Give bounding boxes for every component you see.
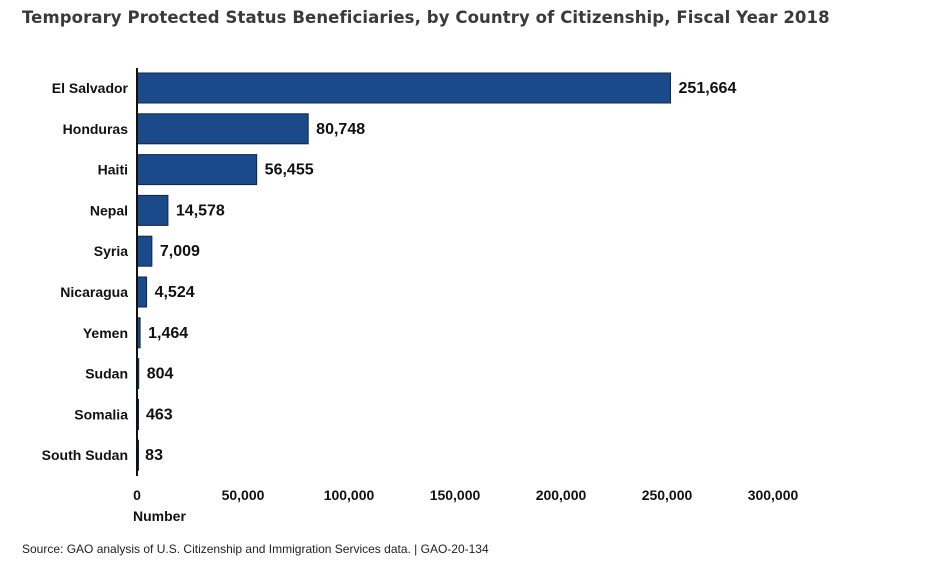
data-label: 83 bbox=[145, 447, 163, 464]
x-tick-label: 50,000 bbox=[222, 487, 265, 503]
category-label: Nepal bbox=[90, 202, 128, 218]
x-tick-label: 0 bbox=[133, 487, 141, 503]
category-label: Somalia bbox=[74, 406, 128, 422]
data-label: 804 bbox=[147, 366, 174, 383]
category-label: Sudan bbox=[85, 366, 128, 382]
data-label: 4,524 bbox=[155, 284, 195, 301]
category-label: South Sudan bbox=[42, 447, 128, 463]
category-label: Honduras bbox=[63, 121, 129, 137]
bar-syria bbox=[136, 235, 153, 267]
x-tick-label: 200,000 bbox=[536, 487, 587, 503]
category-label: Nicaragua bbox=[60, 284, 128, 300]
x-tick-label: 300,000 bbox=[748, 487, 799, 503]
bar-nicaragua bbox=[136, 276, 148, 308]
category-label: El Salvador bbox=[52, 80, 129, 96]
category-label: Syria bbox=[94, 243, 128, 259]
category-label: Yemen bbox=[83, 325, 128, 341]
data-label: 463 bbox=[146, 406, 173, 423]
data-label: 251,664 bbox=[679, 80, 737, 97]
bar-haiti bbox=[136, 154, 258, 186]
source-note: Source: GAO analysis of U.S. Citizenship… bbox=[22, 542, 489, 556]
data-label: 56,455 bbox=[265, 162, 314, 179]
x-tick-label: 150,000 bbox=[430, 487, 481, 503]
x-tick-label: 100,000 bbox=[324, 487, 375, 503]
bar-honduras bbox=[136, 113, 309, 145]
data-label: 14,578 bbox=[176, 202, 225, 219]
data-label: 80,748 bbox=[316, 121, 365, 138]
x-axis-label: Number bbox=[133, 508, 186, 524]
data-label: 1,464 bbox=[148, 325, 188, 342]
x-tick-label: 250,000 bbox=[642, 487, 693, 503]
category-label: Haiti bbox=[98, 162, 128, 178]
chart-title: Temporary Protected Status Beneficiaries… bbox=[22, 8, 830, 27]
bar-el-salvador bbox=[136, 72, 672, 104]
bar-nepal bbox=[136, 194, 169, 226]
data-label: 7,009 bbox=[160, 243, 200, 260]
